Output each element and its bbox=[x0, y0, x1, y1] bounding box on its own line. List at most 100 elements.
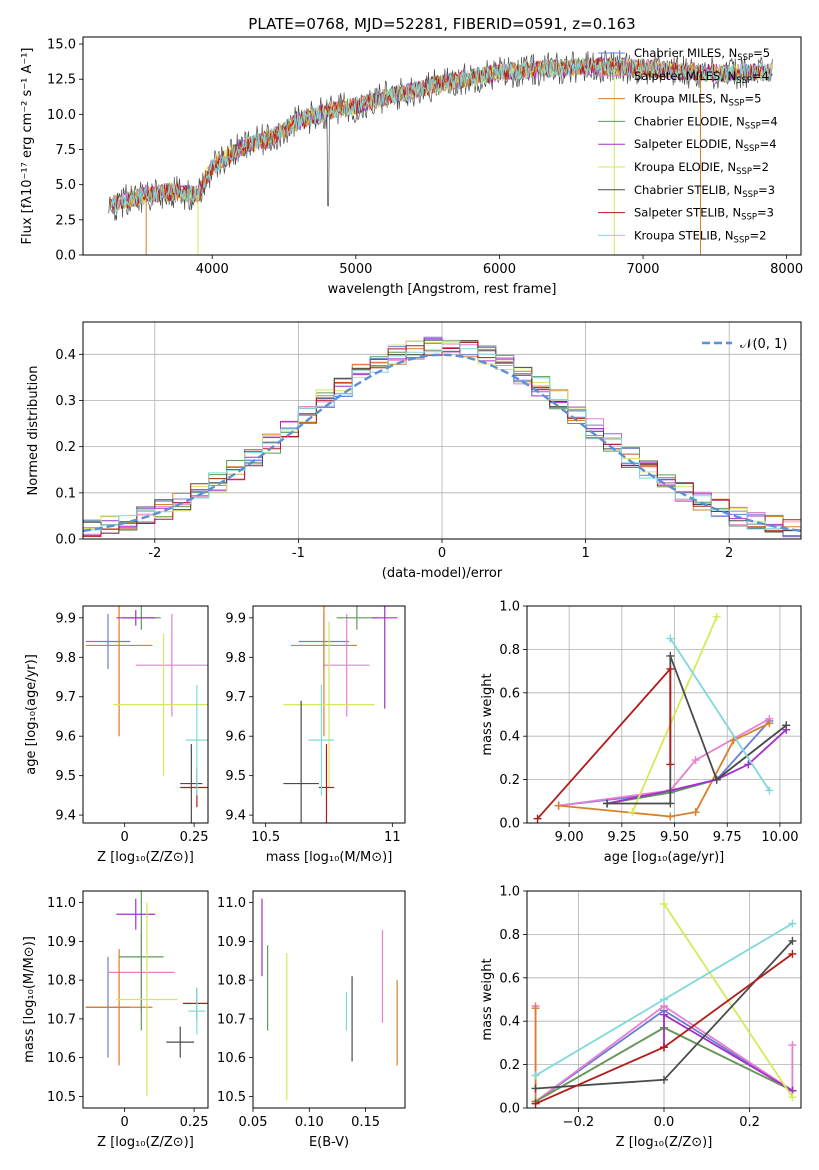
z-weight-panel: −0.2 0.0 0.2 0.0 0.2 0.4 0.6 0.8 1.0 Z [log₁₀(Z/Z… bbox=[480, 885, 802, 1150]
x-tick-label: 10.00 bbox=[761, 830, 798, 845]
legend-subscript: SSP bbox=[734, 235, 750, 245]
weight-marker bbox=[554, 801, 563, 810]
weight-marker bbox=[788, 936, 797, 945]
legend-subscript: SSP bbox=[742, 190, 758, 200]
x-axis-label: Z [log₁₀(Z/Z⊙)] bbox=[616, 1135, 713, 1150]
errorbar-point bbox=[188, 987, 206, 1035]
errorbar-point bbox=[372, 606, 398, 709]
legend-subscript: SSP bbox=[744, 144, 760, 154]
x-tick-label: 10.5 bbox=[251, 830, 280, 845]
x-axis-label: (data-model)/error bbox=[382, 566, 503, 581]
y-tick-label: 10.9 bbox=[47, 935, 76, 950]
y-tick-label: 0.2 bbox=[499, 1058, 520, 1073]
x-axis-label: Z [log₁₀(Z/Z⊙)] bbox=[97, 850, 194, 865]
x-tick-label: 9.75 bbox=[713, 830, 742, 845]
y-tick-label: 0.0 bbox=[55, 533, 76, 548]
errorbar-point bbox=[116, 898, 156, 930]
x-axis-label: wavelength [Angstrom, rest frame] bbox=[328, 282, 557, 297]
legend-entry: Salpeter ELODIE, NSSP=4 bbox=[634, 137, 777, 154]
x-tick-label: 7000 bbox=[626, 262, 659, 277]
errorbar-point bbox=[308, 684, 335, 796]
z-mass-plot-area bbox=[85, 891, 208, 1097]
y-tick-label: 10.5 bbox=[47, 1090, 76, 1105]
errorbar-point bbox=[323, 613, 370, 717]
y-tick-label: 1.0 bbox=[499, 885, 520, 900]
y-tick-label: 9.7 bbox=[55, 690, 76, 705]
weight-line bbox=[631, 616, 718, 813]
weight-marker bbox=[666, 634, 675, 643]
x-tick-label: 11 bbox=[384, 830, 401, 845]
weight-marker bbox=[533, 814, 542, 823]
y-tick-label: 10.6 bbox=[47, 1051, 76, 1066]
y-tick-label: 0.0 bbox=[499, 817, 520, 832]
x-tick-label: −0.2 bbox=[563, 1115, 595, 1130]
y-tick-label: 0.8 bbox=[499, 643, 520, 658]
y-tick-label: 9.6 bbox=[55, 730, 76, 745]
legend-label: Chabrier ELODIE, N bbox=[634, 114, 745, 128]
y-tick-label: 2.5 bbox=[55, 213, 76, 228]
z-mass-panel: 0 0.25 10.5 10.6 10.7 10.8 10.9 11.0 Z [log₁₀(Z/… bbox=[22, 890, 209, 1150]
weight-line bbox=[558, 718, 770, 807]
y-tick-label: 0.2 bbox=[499, 773, 520, 788]
y-tick-label: 0.0 bbox=[499, 1102, 520, 1117]
spectrum-plot-area bbox=[108, 50, 773, 255]
y-tick-label: 0.4 bbox=[55, 348, 76, 363]
chart-title: PLATE=0768, MJD=52281, FIBERID=0591, z=0… bbox=[248, 15, 635, 33]
x-tick-label: 9.25 bbox=[607, 830, 636, 845]
y-tick-label: 1.0 bbox=[499, 600, 520, 615]
legend-label: Chabrier MILES, N bbox=[634, 46, 737, 60]
legend-label: Kroupa MILES, N bbox=[634, 92, 729, 106]
legend-suffix: =4 bbox=[761, 114, 778, 128]
y-tick-label: 9.6 bbox=[225, 730, 246, 745]
weight-marker bbox=[660, 1010, 668, 1019]
errorbar-point bbox=[85, 613, 131, 670]
legend-suffix: =4 bbox=[760, 137, 777, 151]
y-tick-label: 0.8 bbox=[499, 928, 520, 943]
y-tick-label: 11.0 bbox=[47, 896, 76, 911]
legend-label: Kroupa STELIB, N bbox=[634, 228, 734, 242]
weight-marker bbox=[531, 1004, 540, 1013]
y-tick-label: 9.8 bbox=[55, 651, 76, 666]
y-tick-label: 9.7 bbox=[225, 690, 246, 705]
errorbar-point bbox=[185, 684, 208, 796]
x-tick-label: 0.0 bbox=[654, 1115, 675, 1130]
weight-marker bbox=[603, 799, 612, 808]
legend-label: Salpeter ELODIE, N bbox=[634, 137, 744, 151]
y-axis-label: Normed distribution bbox=[26, 366, 41, 496]
z-weight-plot-area bbox=[531, 900, 797, 1108]
weight-marker bbox=[691, 808, 700, 817]
errorbar-point bbox=[116, 609, 156, 626]
legend-subscript: SSP bbox=[741, 213, 757, 223]
x-axis-label: Z [log₁₀(Z/Z⊙)] bbox=[97, 1135, 194, 1150]
x-tick-label: -2 bbox=[148, 546, 161, 561]
y-tick-label: 9.4 bbox=[55, 809, 76, 824]
z-age-frame bbox=[82, 605, 209, 824]
x-tick-label: 0.25 bbox=[180, 1115, 209, 1130]
spectrum-panel: 4000 5000 6000 7000 8000 0.0 2.5 5.0 7.5 10.0 12.5… bbox=[20, 15, 803, 297]
y-tick-label: 9.4 bbox=[225, 809, 246, 824]
spectrum-line bbox=[109, 57, 701, 211]
weight-marker bbox=[531, 1071, 540, 1080]
x-tick-label: 9.00 bbox=[555, 830, 584, 845]
x-tick-label: 0.2 bbox=[739, 1115, 760, 1130]
weight-marker bbox=[788, 949, 797, 958]
weight-marker bbox=[666, 651, 675, 660]
legend-entry: Chabrier STELIB, NSSP=3 bbox=[634, 183, 775, 200]
weight-marker bbox=[660, 900, 668, 909]
y-tick-label: 0.2 bbox=[55, 440, 76, 455]
histogram-step bbox=[83, 340, 801, 531]
y-tick-label: 0.1 bbox=[55, 486, 76, 501]
weight-marker bbox=[660, 1075, 668, 1084]
legend-subscript: SSP bbox=[737, 53, 753, 63]
legend-label: Salpeter STELIB, N bbox=[634, 206, 741, 220]
mass-age-frame bbox=[252, 605, 406, 824]
y-tick-label: 0.3 bbox=[55, 394, 76, 409]
weight-marker bbox=[628, 808, 637, 817]
weight-marker bbox=[744, 760, 753, 769]
y-tick-label: 11.0 bbox=[217, 896, 246, 911]
legend-label: Chabrier STELIB, N bbox=[634, 183, 742, 197]
y-tick-label: 7.5 bbox=[55, 143, 76, 158]
weight-marker bbox=[531, 1099, 540, 1108]
